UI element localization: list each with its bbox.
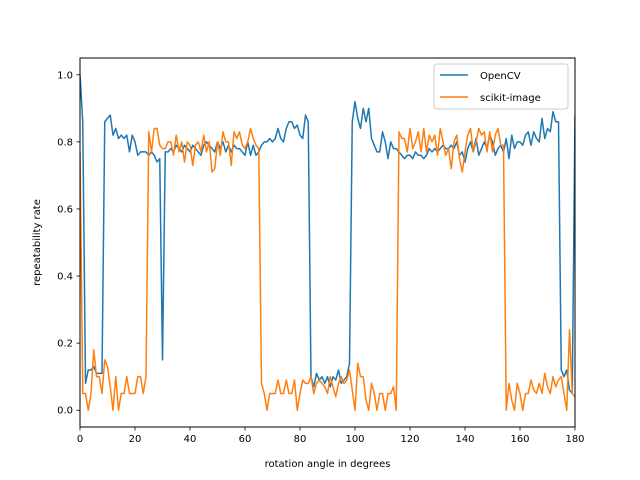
x-tick-label: 140 bbox=[455, 434, 474, 445]
x-tick-label: 80 bbox=[294, 434, 307, 445]
plot-frame bbox=[79, 57, 576, 428]
y-axis-label: repeatability rate bbox=[32, 199, 43, 286]
x-tick-label: 160 bbox=[510, 434, 529, 445]
x-axis-label: rotation angle in degrees bbox=[265, 459, 391, 470]
y-tick-label: 1.0 bbox=[57, 70, 73, 81]
x-tick-label: 60 bbox=[239, 434, 252, 445]
series-line-opencv bbox=[80, 74, 575, 395]
y-tick-label: 0.0 bbox=[57, 406, 73, 417]
x-tick-label: 180 bbox=[565, 434, 584, 445]
y-tick-label: 0.6 bbox=[57, 204, 73, 215]
legend-label-opencv: OpenCV bbox=[480, 71, 521, 82]
legend-label-scikit-image: scikit-image bbox=[480, 93, 541, 104]
x-tick-label: 40 bbox=[184, 434, 197, 445]
x-tick-label: 120 bbox=[400, 434, 419, 445]
x-tick-label: 20 bbox=[129, 434, 142, 445]
y-tick-label: 0.4 bbox=[57, 272, 73, 283]
y-axis: 0.0 0.2 0.4 0.6 0.8 1.0 bbox=[57, 70, 80, 417]
legend: OpenCV scikit-image bbox=[433, 63, 569, 110]
series-layer bbox=[80, 74, 575, 411]
x-axis: 0 20 40 60 80 100 120 140 160 180 bbox=[77, 427, 585, 445]
series-line-scikit-image bbox=[80, 127, 575, 411]
y-tick-label: 0.8 bbox=[57, 137, 73, 148]
x-tick-label: 100 bbox=[345, 434, 364, 445]
x-tick-label: 0 bbox=[77, 434, 83, 445]
y-tick-label: 0.2 bbox=[57, 339, 73, 350]
